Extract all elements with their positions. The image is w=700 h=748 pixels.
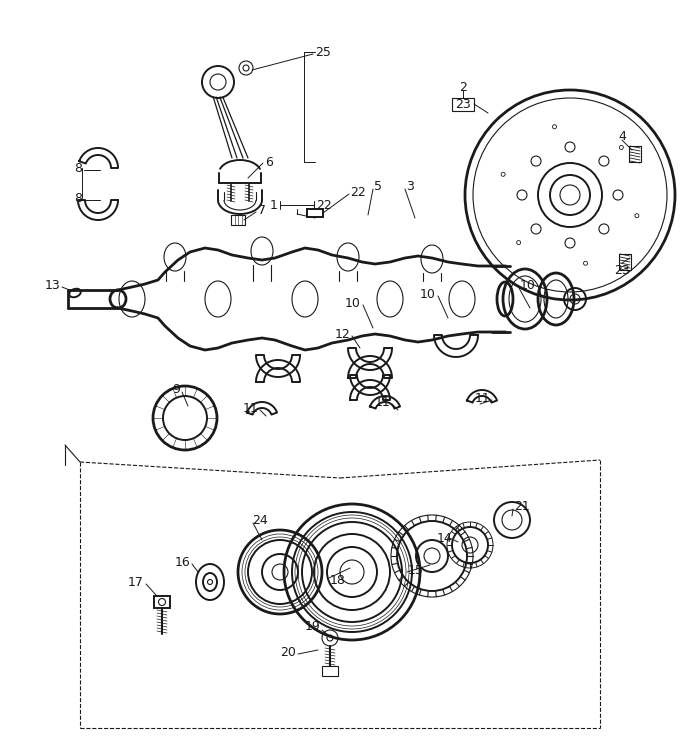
Text: 10: 10 bbox=[520, 278, 536, 292]
Text: 21: 21 bbox=[514, 500, 530, 512]
Text: 7: 7 bbox=[258, 203, 266, 216]
Text: 23: 23 bbox=[455, 97, 471, 111]
Text: 15: 15 bbox=[408, 563, 424, 577]
Text: 14: 14 bbox=[436, 532, 452, 545]
Text: 13: 13 bbox=[44, 278, 60, 292]
Text: 11: 11 bbox=[242, 402, 258, 414]
Text: 1: 1 bbox=[270, 198, 278, 212]
Text: 6: 6 bbox=[265, 156, 273, 168]
Text: 11: 11 bbox=[475, 391, 490, 405]
Text: 23: 23 bbox=[614, 263, 630, 277]
Text: 5: 5 bbox=[374, 180, 382, 192]
Text: 10: 10 bbox=[345, 296, 361, 310]
Text: 20: 20 bbox=[280, 646, 296, 658]
Text: 11: 11 bbox=[374, 396, 390, 408]
Text: 8: 8 bbox=[74, 162, 82, 174]
Text: 2: 2 bbox=[459, 81, 467, 94]
Text: 18: 18 bbox=[330, 574, 346, 586]
Text: 10: 10 bbox=[420, 287, 436, 301]
Text: 22: 22 bbox=[316, 198, 332, 212]
Text: 17: 17 bbox=[128, 575, 144, 589]
Text: 22: 22 bbox=[350, 186, 365, 198]
Text: 4: 4 bbox=[618, 129, 626, 143]
Text: 16: 16 bbox=[174, 556, 190, 568]
Text: 12: 12 bbox=[335, 328, 350, 340]
Text: 3: 3 bbox=[406, 180, 414, 192]
Text: 25: 25 bbox=[315, 46, 331, 58]
Text: 24: 24 bbox=[252, 513, 267, 527]
Text: 9: 9 bbox=[172, 382, 180, 396]
Text: 19: 19 bbox=[304, 621, 320, 634]
Text: 8: 8 bbox=[74, 191, 82, 204]
